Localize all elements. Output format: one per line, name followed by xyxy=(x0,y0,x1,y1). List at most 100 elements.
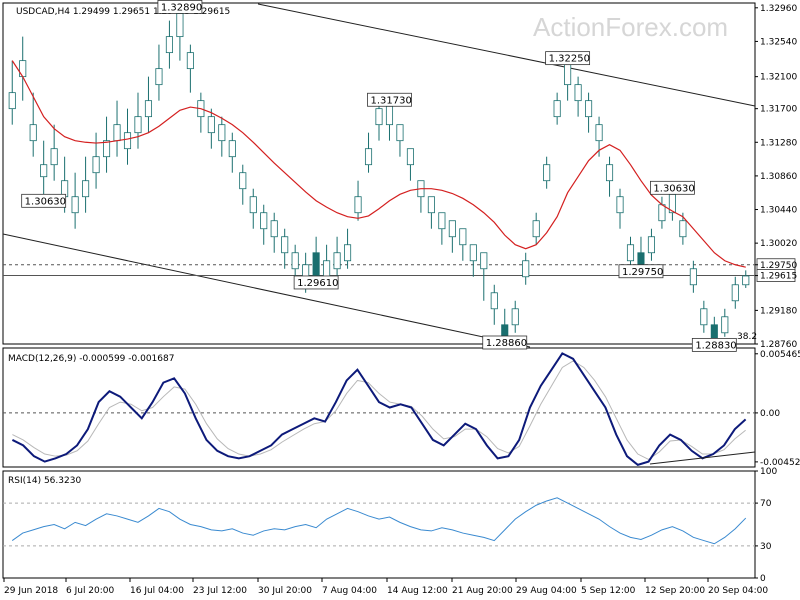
price-tick-label: 1.31280 xyxy=(760,138,797,148)
price-annotation-box xyxy=(157,0,203,14)
candle-body xyxy=(134,116,142,134)
price-annotation-box xyxy=(618,264,664,279)
rsi-tick-label: 100 xyxy=(760,467,777,477)
candle-body xyxy=(239,172,247,190)
price-tick-label: 1.28760 xyxy=(760,340,797,350)
candle-body xyxy=(522,260,530,278)
candle-body xyxy=(585,100,593,118)
time-tick-label: 7 Aug 04:00 xyxy=(322,586,377,596)
candle-body xyxy=(29,124,37,142)
price-tick-label: 1.29750 xyxy=(760,261,797,271)
candle-body xyxy=(364,148,373,166)
time-axis: 29 Jun 2018 6 Jul 20:00 16 Jul 04:00 23 Jul… xyxy=(3,578,768,596)
candle-body xyxy=(333,252,341,270)
candle-body xyxy=(490,292,498,310)
candle-body xyxy=(501,324,509,337)
panel-frames xyxy=(2,2,756,579)
time-tick-label: 30 Jul 20:00 xyxy=(258,586,312,596)
panel-frame xyxy=(2,347,756,468)
candle-body xyxy=(731,284,739,302)
price-annotation-box xyxy=(482,335,528,350)
candle-body xyxy=(532,220,540,238)
candle-body xyxy=(427,196,435,214)
candle-body xyxy=(165,36,173,54)
candle-body xyxy=(270,220,278,238)
macd-tick-label: 0.00 xyxy=(760,409,780,419)
price-annotation-box xyxy=(21,193,67,208)
candle-body xyxy=(543,164,551,182)
candle-body xyxy=(354,196,362,214)
panel-frame xyxy=(2,470,756,579)
candle-body xyxy=(385,105,394,126)
candle-body xyxy=(144,100,153,118)
watermark: ActionForex.com xyxy=(533,12,728,42)
macd-signal-line xyxy=(12,360,746,461)
time-tick-label: 21 Aug 20:00 xyxy=(452,586,513,596)
candle-body xyxy=(574,84,582,102)
candle-body xyxy=(605,164,614,182)
rsi-tick-label: 30 xyxy=(760,542,772,552)
candle-body xyxy=(658,204,666,222)
time-tick-label: 12 Sep 20:00 xyxy=(645,586,705,596)
candle-body xyxy=(679,220,687,238)
candle-body xyxy=(721,316,729,334)
candle-body xyxy=(480,252,488,270)
price-tick-label: 1.30440 xyxy=(760,206,797,216)
price-tick-label: 1.29180 xyxy=(760,306,797,316)
candle-body xyxy=(228,140,236,158)
channel-lower-line xyxy=(2,233,531,348)
time-tick-label: 20 Sep 04:00 xyxy=(708,586,768,596)
rsi-tick-label: 70 xyxy=(760,499,772,509)
price-annotation-box xyxy=(367,92,412,107)
time-tick-label: 6 Jul 20:00 xyxy=(66,586,115,596)
candle-body xyxy=(40,164,48,178)
candle-body xyxy=(459,228,467,246)
candle-body xyxy=(616,196,624,214)
candle-body xyxy=(123,132,132,150)
candle-body xyxy=(710,324,718,339)
price-annotation-label: 1.32250 xyxy=(549,54,590,65)
candle-body xyxy=(689,268,697,286)
macd-header: MACD(12,26,9) -0.000599 -0.001687 xyxy=(8,354,174,364)
candle-body xyxy=(249,196,257,214)
price-annotation-box xyxy=(650,180,695,195)
candle-body xyxy=(396,124,404,142)
price-annotation-label: 1.30630 xyxy=(653,183,694,194)
candle-body xyxy=(553,100,561,118)
candle-body xyxy=(312,252,320,277)
fib-label: 38.2 xyxy=(737,332,757,342)
candle-body xyxy=(92,156,100,174)
candle-body xyxy=(323,260,331,278)
channel-upper-line xyxy=(257,3,756,107)
candle-body xyxy=(406,148,414,166)
candle-body xyxy=(742,275,750,286)
candle-body xyxy=(82,180,90,198)
candle-body xyxy=(637,252,645,266)
candle-body xyxy=(155,68,163,86)
symbol-header: USDCAD,H4 1.29499 1.29651 1.29465 1.2961… xyxy=(16,7,230,17)
price-annotation-label: 1.32890 xyxy=(161,2,202,13)
price-annotation-label: 1.29750 xyxy=(622,267,663,278)
price-panel: 1.32960 1.32540 1.32100 1.31700 1.31280 1.308… xyxy=(2,0,797,352)
price-annotation-label: 1.31730 xyxy=(370,95,411,106)
candle-body xyxy=(469,244,477,262)
candle-body xyxy=(176,13,184,38)
time-tick-label: 29 Jun 2018 xyxy=(4,586,58,596)
rsi-line xyxy=(11,497,747,545)
candle-body xyxy=(50,148,58,166)
macd-tick-label: -0.004527 xyxy=(760,458,800,468)
price-annotation-label: 1.29610 xyxy=(297,278,338,289)
price-annotation-box xyxy=(545,51,591,66)
candle-body xyxy=(113,124,121,142)
macd-tick-label: 0.005465 xyxy=(760,350,800,360)
price-annotation-label: 1.30630 xyxy=(25,196,66,207)
candle-body xyxy=(186,52,194,70)
price-annotation-label: 1.28830 xyxy=(695,340,736,351)
price-tick-label: 1.29615 xyxy=(760,272,797,282)
price-tick-label: 1.30020 xyxy=(760,239,797,249)
candle-body xyxy=(595,124,603,142)
time-tick-label: 29 Aug 04:00 xyxy=(516,586,577,596)
candle-body xyxy=(207,116,215,134)
candle-body xyxy=(647,236,655,254)
